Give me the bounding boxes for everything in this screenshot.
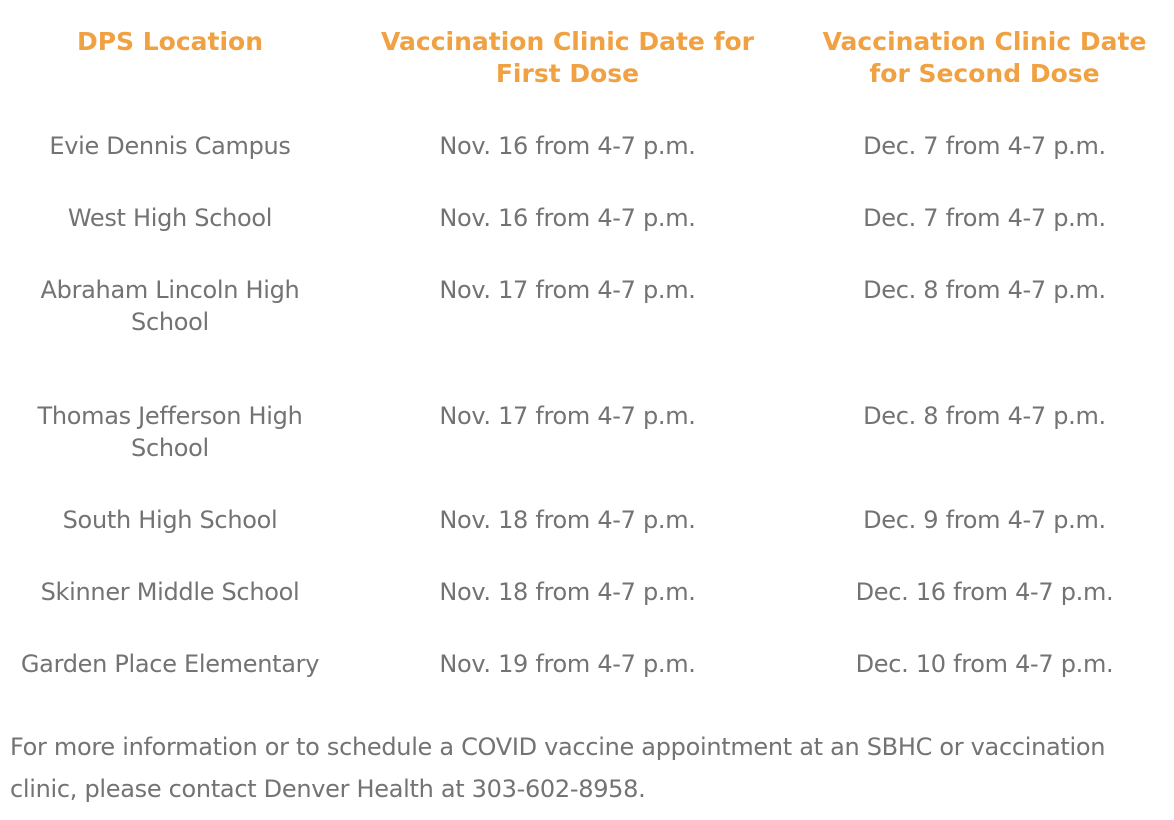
first-dose-cell: Nov. 19 from 4-7 p.m. [439, 650, 696, 678]
location-cell: West High School [67, 204, 273, 232]
table-row: Garden Place Elementary Nov. 19 from 4-7… [0, 648, 1174, 720]
first-dose-cell: Nov. 18 from 4-7 p.m. [439, 506, 696, 534]
table-row: Abraham Lincoln High School Nov. 17 from… [0, 274, 1174, 400]
table-row: West High School Nov. 16 from 4-7 p.m. D… [0, 202, 1174, 274]
second-dose-cell: Dec. 10 from 4-7 p.m. [855, 650, 1114, 678]
header-location: DPS Location [76, 27, 264, 56]
first-dose-cell: Nov. 16 from 4-7 p.m. [439, 204, 696, 232]
location-cell: Abraham Lincoln High School [40, 276, 300, 336]
location-cell: Thomas Jefferson High School [37, 402, 303, 462]
first-dose-cell: Nov. 16 from 4-7 p.m. [439, 132, 696, 160]
first-dose-cell: Nov. 18 from 4-7 p.m. [439, 578, 696, 606]
location-cell: South High School [62, 506, 278, 534]
table-row: Thomas Jefferson High School Nov. 17 fro… [0, 400, 1174, 504]
contact-note: For more information or to schedule a CO… [10, 733, 1106, 803]
second-dose-cell: Dec. 9 from 4-7 p.m. [863, 506, 1106, 534]
second-dose-cell: Dec. 8 from 4-7 p.m. [863, 276, 1106, 304]
second-dose-cell: Dec. 8 from 4-7 p.m. [863, 402, 1106, 430]
table-row: Evie Dennis Campus Nov. 16 from 4-7 p.m.… [0, 130, 1174, 202]
table-row: South High School Nov. 18 from 4-7 p.m. … [0, 504, 1174, 576]
table-header: DPS Location Vaccination Clinic Date for… [0, 26, 1174, 90]
first-dose-cell: Nov. 17 from 4-7 p.m. [439, 276, 696, 304]
second-dose-cell: Dec. 16 from 4-7 p.m. [855, 578, 1114, 606]
second-dose-cell: Dec. 7 from 4-7 p.m. [863, 132, 1106, 160]
table-row: Skinner Middle School Nov. 18 from 4-7 p… [0, 576, 1174, 648]
header-first-dose: Vaccination Clinic Date for First Dose [381, 27, 754, 88]
second-dose-cell: Dec. 7 from 4-7 p.m. [863, 204, 1106, 232]
table-body: Evie Dennis Campus Nov. 16 from 4-7 p.m.… [0, 130, 1174, 720]
first-dose-cell: Nov. 17 from 4-7 p.m. [439, 402, 696, 430]
header-second-dose: Vaccination Clinic Date for Second Dose [822, 27, 1147, 88]
location-cell: Evie Dennis Campus [49, 132, 291, 160]
location-cell: Garden Place Elementary [20, 650, 320, 678]
location-cell: Skinner Middle School [40, 578, 300, 606]
